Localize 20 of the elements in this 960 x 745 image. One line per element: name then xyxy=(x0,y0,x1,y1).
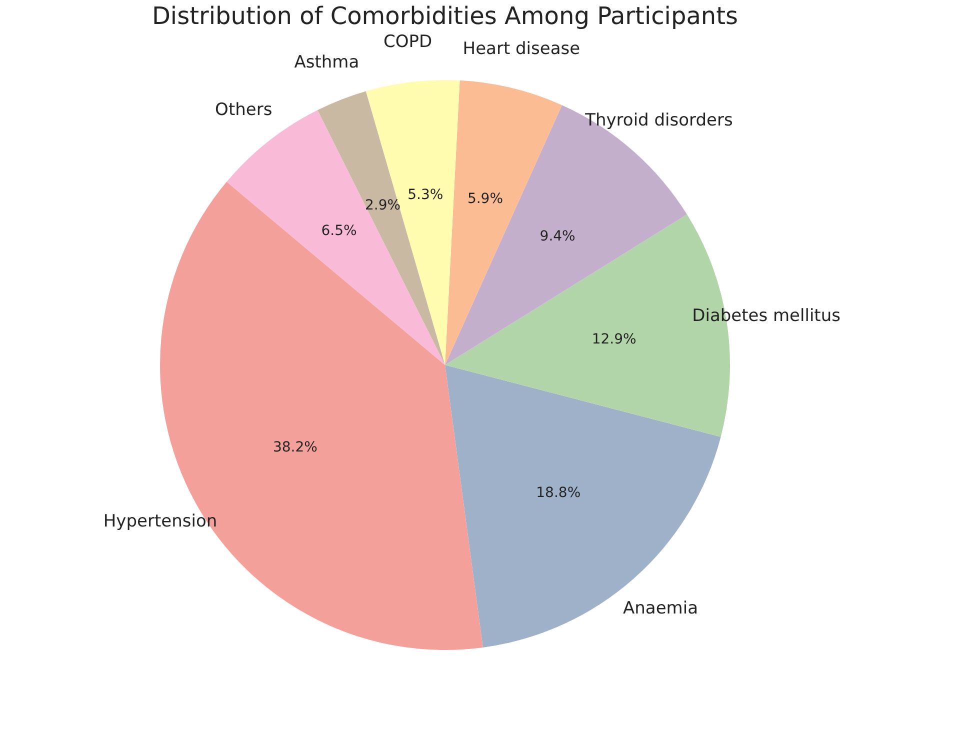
data-label: 5.9% xyxy=(467,190,504,207)
pie-slice xyxy=(317,91,445,365)
slice-label: Diabetes mellitus xyxy=(692,306,841,326)
chart-title: Distribution of Comorbidities Among Participants xyxy=(152,2,738,30)
slice-label: Heart disease xyxy=(462,39,580,60)
data-label: 2.9% xyxy=(364,198,401,214)
slice-label: COPD xyxy=(383,32,432,52)
pie-slice xyxy=(445,365,721,648)
slice-label: Others xyxy=(215,100,272,120)
slice-label: Hypertension xyxy=(103,512,218,532)
data-label: 9.4% xyxy=(540,228,576,244)
slice-label: Anaemia xyxy=(622,598,698,618)
slice-label: Thyroid disorders xyxy=(584,110,733,130)
pie-slice xyxy=(366,80,460,365)
data-label: 6.5% xyxy=(321,222,357,239)
data-label: 38.2% xyxy=(272,439,318,456)
data-label: 12.9% xyxy=(592,331,636,348)
data-label: 18.8% xyxy=(536,485,581,502)
data-label: 5.3% xyxy=(408,187,444,204)
slice-label: Asthma xyxy=(294,52,360,72)
